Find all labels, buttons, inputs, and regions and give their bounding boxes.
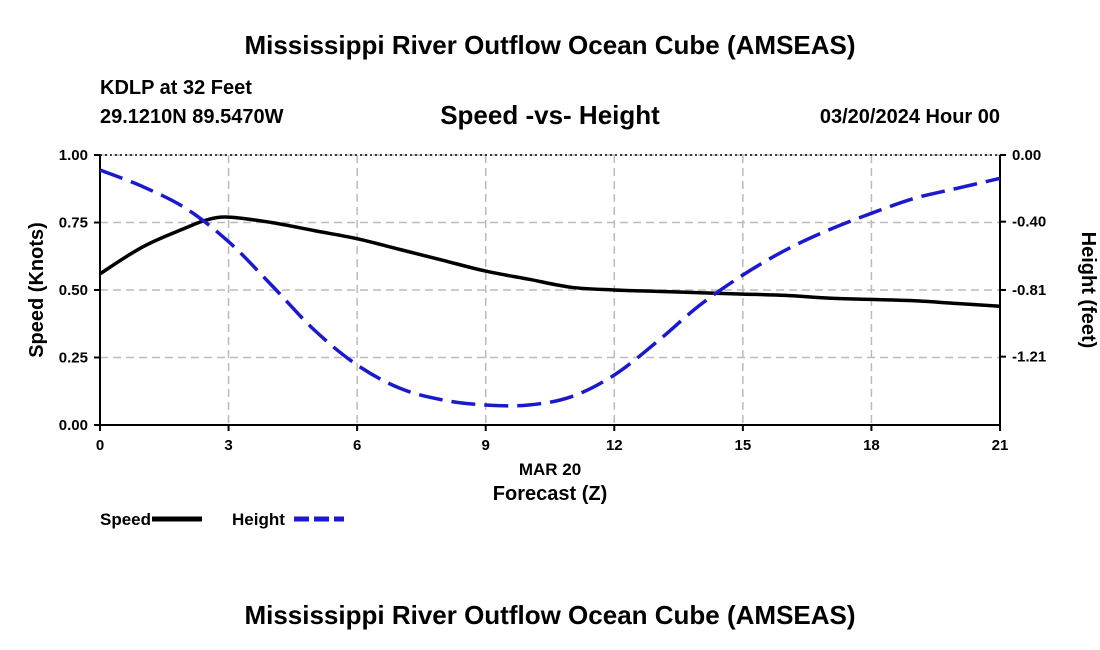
datetime-label: 03/20/2024 Hour 00 <box>819 106 1000 128</box>
x-tick-label: 6 <box>353 437 361 454</box>
x-tick-label: 12 <box>606 437 623 454</box>
y-left-tick-label: 1.00 <box>59 147 88 164</box>
speed-series-line <box>99 215 1001 308</box>
footer-title: Mississippi River Outflow Ocean Cube (AM… <box>244 600 856 630</box>
height-series-line <box>99 168 1001 408</box>
axes <box>94 154 1006 431</box>
speed-legend-label: Speed <box>100 510 151 529</box>
y-left-tick-label: 0.00 <box>59 417 88 434</box>
speed-height-chart: 0 3 6 9 12 15 18 21 0.00 0.25 0.50 0.75 1.00 0.00 -0.4… <box>26 147 1099 529</box>
y-right-tick-label: -0.40 <box>1012 214 1046 231</box>
x-tick-label: 18 <box>863 437 880 454</box>
height-legend-label: Height <box>232 510 285 529</box>
chart-title: Speed -vs- Height <box>440 100 660 130</box>
y-right-tick-label: 0.00 <box>1012 147 1041 164</box>
x-tick-label: 9 <box>482 437 490 454</box>
grid-lines <box>100 154 1000 425</box>
y-left-tick-label: 0.75 <box>59 215 88 232</box>
data-series <box>99 168 1001 408</box>
y-right-tick-label: -0.81 <box>1012 282 1046 299</box>
x-axis-sublabel: MAR 20 <box>519 460 581 479</box>
y-right-axis-label: Height (feet) <box>1077 232 1099 349</box>
coordinates-label: 29.1210N 89.5470W <box>100 106 284 128</box>
y-left-tick-label: 0.25 <box>59 350 88 367</box>
x-tick-label: 21 <box>992 437 1009 454</box>
x-tick-label: 3 <box>224 437 232 454</box>
axis-labels: 0 3 6 9 12 15 18 21 0.00 0.25 0.50 0.75 1.00 0.00 -0.4… <box>26 147 1099 529</box>
y-left-axis-label: Speed (Knots) <box>26 222 48 358</box>
y-right-tick-label: -1.21 <box>1012 349 1046 366</box>
station-label: KDLP at 32 Feet <box>100 77 252 99</box>
x-tick-label: 0 <box>96 437 104 454</box>
x-axis-label: Forecast (Z) <box>493 483 607 505</box>
y-left-tick-label: 0.50 <box>59 282 88 299</box>
main-title: Mississippi River Outflow Ocean Cube (AM… <box>244 30 856 60</box>
x-tick-label: 15 <box>735 437 752 454</box>
